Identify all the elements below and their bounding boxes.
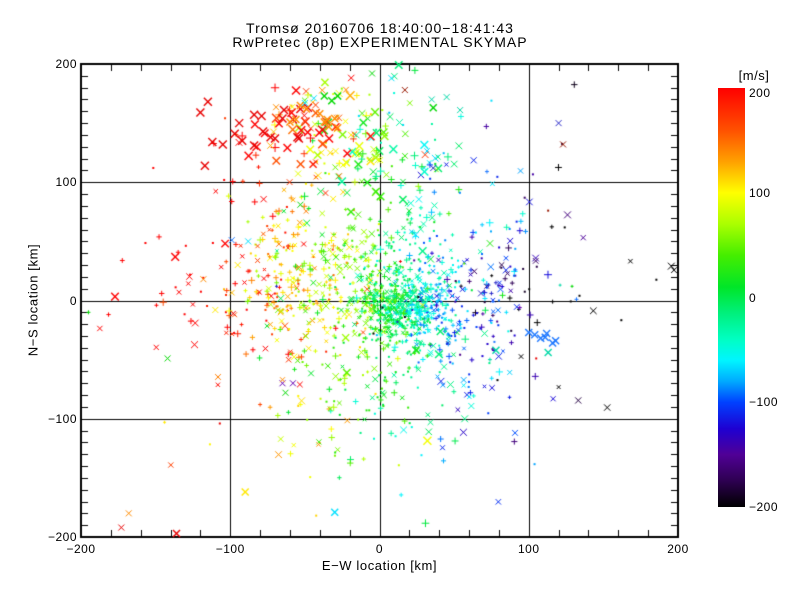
y-tick-label: −200 [47, 530, 77, 544]
x-tick-label: 0 [375, 542, 384, 556]
y-tick-label: −100 [47, 411, 77, 426]
colorbar-tick-label: 0 [749, 290, 757, 305]
chart-subtitle: RwPretec (8p) EXPERIMENTAL SKYMAP [232, 34, 528, 50]
x-tick-label: 200 [667, 542, 689, 556]
x-tick-label: 100 [517, 542, 540, 556]
x-tick-label: −200 [66, 542, 96, 556]
y-tick-label: 0 [69, 293, 77, 308]
y-tick-label: 100 [55, 175, 77, 190]
chart-title: Tromsø 20160706 18:40:00−18:41:43 [246, 20, 514, 36]
colorbar-tick-label: −100 [749, 395, 779, 410]
y-tick-label: 200 [55, 57, 77, 71]
colorbar-tick-label: 100 [749, 185, 771, 200]
colorbar-tick-label: 200 [749, 86, 771, 100]
colorbar-unit-label: [m/s] [738, 68, 770, 83]
x-tick-label: −100 [215, 542, 245, 556]
colorbar-tick-label: −200 [749, 500, 779, 514]
colorbar [718, 88, 745, 507]
x-axis-label: E−W location [km] [321, 558, 438, 573]
